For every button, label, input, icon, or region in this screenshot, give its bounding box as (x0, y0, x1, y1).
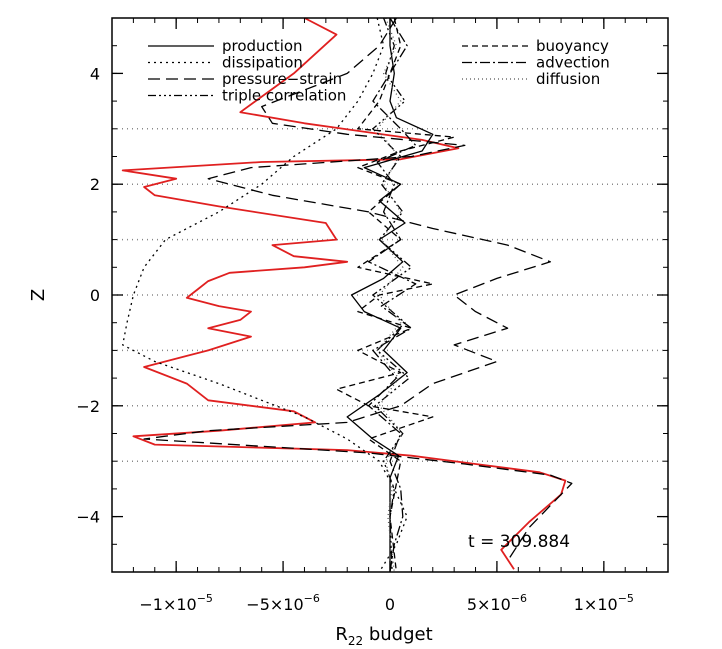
legend-label: production (222, 37, 303, 55)
x-tick-label: −5×10−6 (246, 592, 320, 614)
series-line-advection (367, 17, 417, 573)
series-line-pressure-strain (143, 17, 573, 562)
y-tick-label: 4 (90, 64, 100, 83)
legend-label: dissipation (222, 54, 303, 72)
legend-label: pressure−strain (222, 70, 342, 88)
series-line-total (121, 17, 567, 570)
x-tick-label: −1×10−5 (139, 592, 213, 614)
x-tick-label: 1×10−5 (574, 592, 634, 614)
legend: productiondissipationpressure−straintrip… (148, 37, 610, 105)
legend-label: diffusion (536, 70, 600, 88)
series-line-buoyancy (335, 17, 455, 573)
series-line-triple-correlation (372, 17, 413, 573)
y-tick-label: 2 (90, 175, 100, 194)
x-tick-label: 0 (385, 595, 395, 614)
series-line-production (346, 18, 434, 572)
x-axis-title: R22 budget (335, 624, 432, 648)
x-axis-title-rest: budget (363, 624, 433, 645)
series-line-dissipation (122, 17, 408, 573)
x-tick-label: 5×10−6 (467, 592, 527, 614)
y-tick-label: −4 (76, 508, 100, 527)
series-layer (121, 17, 573, 573)
legend-label: buoyancy (536, 37, 609, 55)
y-tick-label: 0 (90, 286, 100, 305)
legend-label: advection (536, 54, 610, 72)
ticks: −1×10−5 −5×10−6 0 5×10−6 1×10−5 −4 −2 0 2 4 (76, 17, 668, 614)
series-line-diffusion (376, 17, 404, 573)
legend-label: triple correlation (222, 87, 346, 105)
time-annotation: t = 309.884 (468, 532, 570, 552)
y-axis-title: Z (28, 289, 49, 301)
x-axis-title-subscript: 22 (348, 634, 363, 648)
x-axis-title-base: R (335, 624, 348, 645)
y-tick-label: −2 (76, 397, 100, 416)
